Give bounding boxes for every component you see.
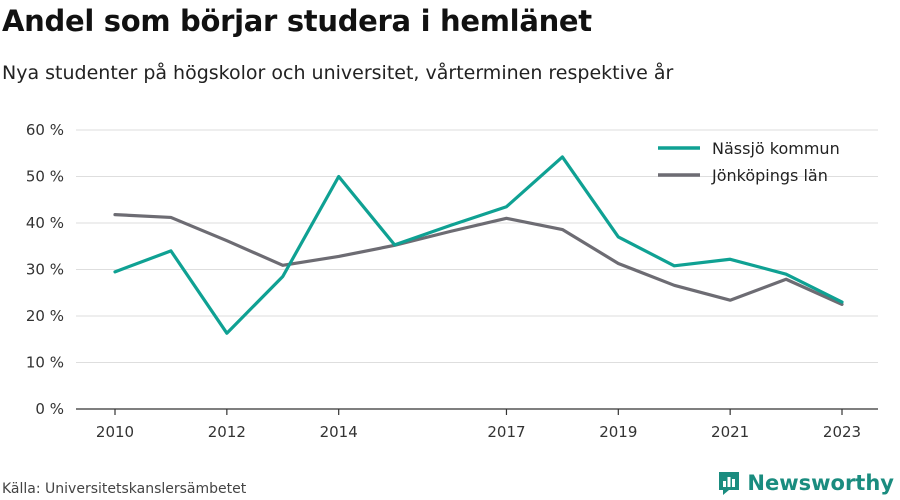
legend: Nässjö kommun Jönköpings län: [658, 139, 840, 185]
y-tick-label: 50 %: [26, 168, 64, 186]
chart-title: Andel som börjar studera i hemlänet: [2, 4, 592, 38]
brand-name: Newsworthy: [747, 471, 894, 495]
y-tick-label: 10 %: [26, 354, 64, 372]
legend-label: Jönköpings län: [711, 166, 828, 185]
y-tick-label: 0 %: [35, 400, 64, 418]
y-tick-label: 40 %: [26, 214, 64, 232]
y-tick-label: 30 %: [26, 261, 64, 279]
x-tick-label: 2021: [711, 423, 749, 441]
x-tick-label: 2010: [96, 423, 134, 441]
series-line-nassjo: [113, 155, 844, 335]
bar-chart-logo-icon: [719, 472, 740, 495]
x-tick-label: 2019: [599, 423, 637, 441]
source-note: Källa: Universitetskanslersämbetet: [2, 481, 247, 497]
y-tick-label: 60 %: [26, 121, 64, 139]
x-tick-label: 2023: [823, 423, 861, 441]
x-axis: 2010 2012 2014 2017 2019 2021 2023: [96, 409, 861, 441]
chart-subtitle: Nya studenter på högskolor och universit…: [2, 62, 674, 84]
series-lines: [113, 155, 844, 335]
brand-logo: Newsworthy: [717, 470, 894, 496]
x-tick-label: 2017: [487, 423, 525, 441]
grid-lines: [76, 129, 878, 410]
x-tick-label: 2014: [320, 423, 358, 441]
series-line-jonkoping: [113, 213, 844, 306]
legend-label: Nässjö kommun: [712, 139, 840, 158]
y-tick-label: 20 %: [26, 307, 64, 325]
y-axis-ticks: 0 % 10 % 20 % 30 % 40 % 50 % 60 %: [26, 121, 64, 418]
x-tick-label: 2012: [208, 423, 246, 441]
